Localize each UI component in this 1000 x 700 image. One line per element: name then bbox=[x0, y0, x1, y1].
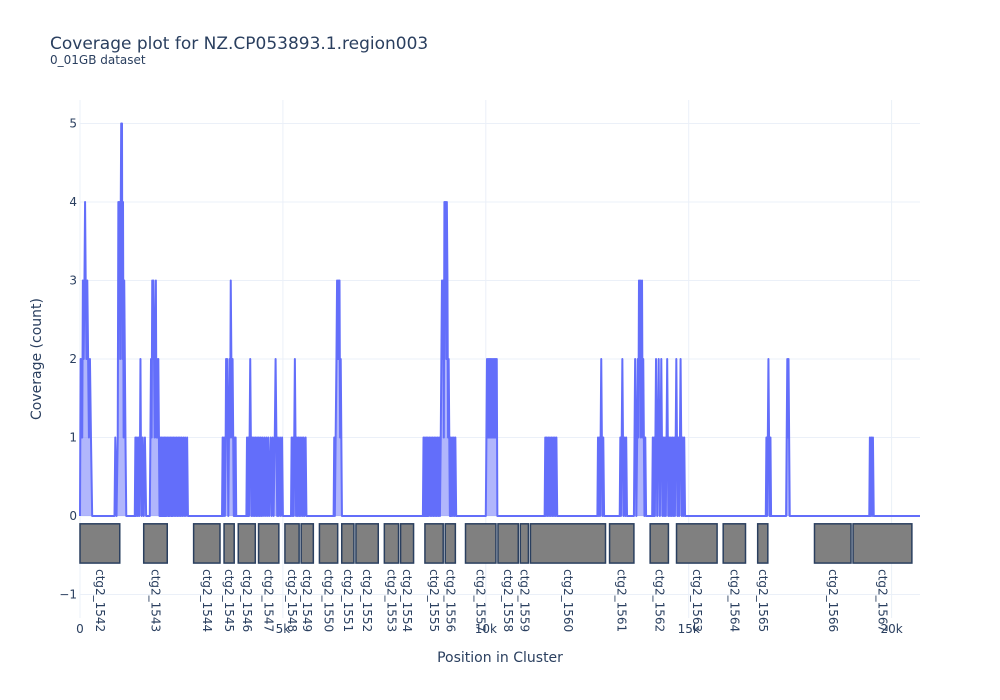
gene-label: ctg2_1558 bbox=[501, 569, 515, 632]
gene-label: ctg2_1545 bbox=[222, 569, 236, 632]
x-tick-label: 10k bbox=[475, 622, 497, 636]
gene-label: ctg2_1567 bbox=[876, 569, 890, 632]
y-tick-label: 2 bbox=[69, 352, 77, 366]
gene-box[interactable] bbox=[340, 523, 355, 564]
gene-box[interactable] bbox=[399, 523, 415, 564]
gene-box[interactable] bbox=[383, 523, 400, 564]
gene-box[interactable] bbox=[519, 523, 530, 564]
x-tick-label: 0 bbox=[76, 622, 84, 636]
gene-label: ctg2_1555 bbox=[427, 569, 441, 632]
gene-label: ctg2_1559 bbox=[517, 569, 531, 632]
gene-box[interactable] bbox=[529, 523, 607, 564]
coverage-series bbox=[79, 122, 920, 517]
gene-label: ctg2_1548 bbox=[285, 569, 299, 632]
coverage-area bbox=[80, 123, 920, 516]
gene-label: ctg2_1556 bbox=[443, 569, 457, 632]
gene-label: ctg2_1546 bbox=[240, 569, 254, 632]
gene-label: ctg2_1554 bbox=[400, 569, 414, 632]
gene-box[interactable] bbox=[192, 523, 221, 564]
gene-label: ctg2_1561 bbox=[615, 569, 629, 632]
gene-box[interactable] bbox=[497, 523, 520, 564]
y-axis-label: Coverage (count) bbox=[29, 298, 45, 420]
y-tick-label: 3 bbox=[69, 274, 77, 288]
gene-label: ctg2_1557 bbox=[474, 569, 488, 632]
y-tick-label: 1 bbox=[69, 430, 77, 444]
gene-box[interactable] bbox=[284, 523, 300, 564]
x-tick-label: 15k bbox=[678, 622, 700, 636]
gene-box[interactable] bbox=[79, 523, 121, 564]
gene-box[interactable] bbox=[444, 523, 457, 564]
gene-box[interactable] bbox=[464, 523, 497, 564]
x-tick-label: 5k bbox=[276, 622, 291, 636]
gene-box[interactable] bbox=[142, 523, 168, 564]
gene-box[interactable] bbox=[756, 523, 769, 564]
x-tick-label: 20k bbox=[880, 622, 902, 636]
gene-box[interactable] bbox=[318, 523, 339, 564]
gene-label: ctg2_1549 bbox=[300, 569, 314, 632]
gene-label: ctg2_1565 bbox=[756, 569, 770, 632]
gene-box[interactable] bbox=[237, 523, 257, 564]
gene-label: ctg2_1550 bbox=[322, 569, 336, 632]
gene-box[interactable] bbox=[355, 523, 380, 564]
gene-box[interactable] bbox=[424, 523, 444, 564]
gene-box[interactable] bbox=[649, 523, 670, 564]
gene-label: ctg2_1566 bbox=[826, 569, 840, 632]
gene-label: ctg2_1551 bbox=[341, 569, 355, 632]
gene-box[interactable] bbox=[852, 523, 913, 564]
gene-label: ctg2_1547 bbox=[262, 569, 276, 632]
gene-box[interactable] bbox=[257, 523, 280, 564]
gene-box[interactable] bbox=[608, 523, 635, 564]
y-tick-label: 4 bbox=[69, 195, 77, 209]
gene-label: ctg2_1560 bbox=[561, 569, 575, 632]
gene-label: ctg2_1543 bbox=[149, 569, 163, 632]
y-tick-label: 5 bbox=[69, 117, 77, 131]
x-axis-label: Position in Cluster bbox=[437, 650, 563, 666]
gene-label: ctg2_1562 bbox=[652, 569, 666, 632]
gene-label: ctg2_1542 bbox=[93, 569, 107, 632]
gene-label: ctg2_1552 bbox=[360, 569, 374, 632]
gene-box[interactable] bbox=[223, 523, 235, 564]
coverage-line bbox=[79, 122, 920, 517]
gene-label: ctg2_1564 bbox=[727, 569, 741, 632]
y-tick-label: 0 bbox=[69, 509, 77, 523]
gene-label: ctg2_1553 bbox=[384, 569, 398, 632]
gene-box[interactable] bbox=[722, 523, 747, 564]
gene-box[interactable] bbox=[675, 523, 718, 564]
chart-subtitle: 0_01GB dataset bbox=[50, 53, 146, 67]
chart-title: Coverage plot for NZ.CP053893.1.region00… bbox=[50, 34, 429, 54]
gene-track: ctg2_1542 ctg2_1543 ctg2_1544 ctg2_1545 ctg2… bbox=[79, 523, 913, 632]
gene-box[interactable] bbox=[813, 523, 852, 564]
gene-box[interactable] bbox=[300, 523, 315, 564]
axis-ticks: −1 0 1 2 3 4 5 0 5k 10k 15k 20k bbox=[59, 117, 902, 636]
gene-label: ctg2_1544 bbox=[200, 569, 214, 632]
gene-label: ctg2_1563 bbox=[690, 569, 704, 632]
y-tick-label: −1 bbox=[59, 587, 77, 601]
